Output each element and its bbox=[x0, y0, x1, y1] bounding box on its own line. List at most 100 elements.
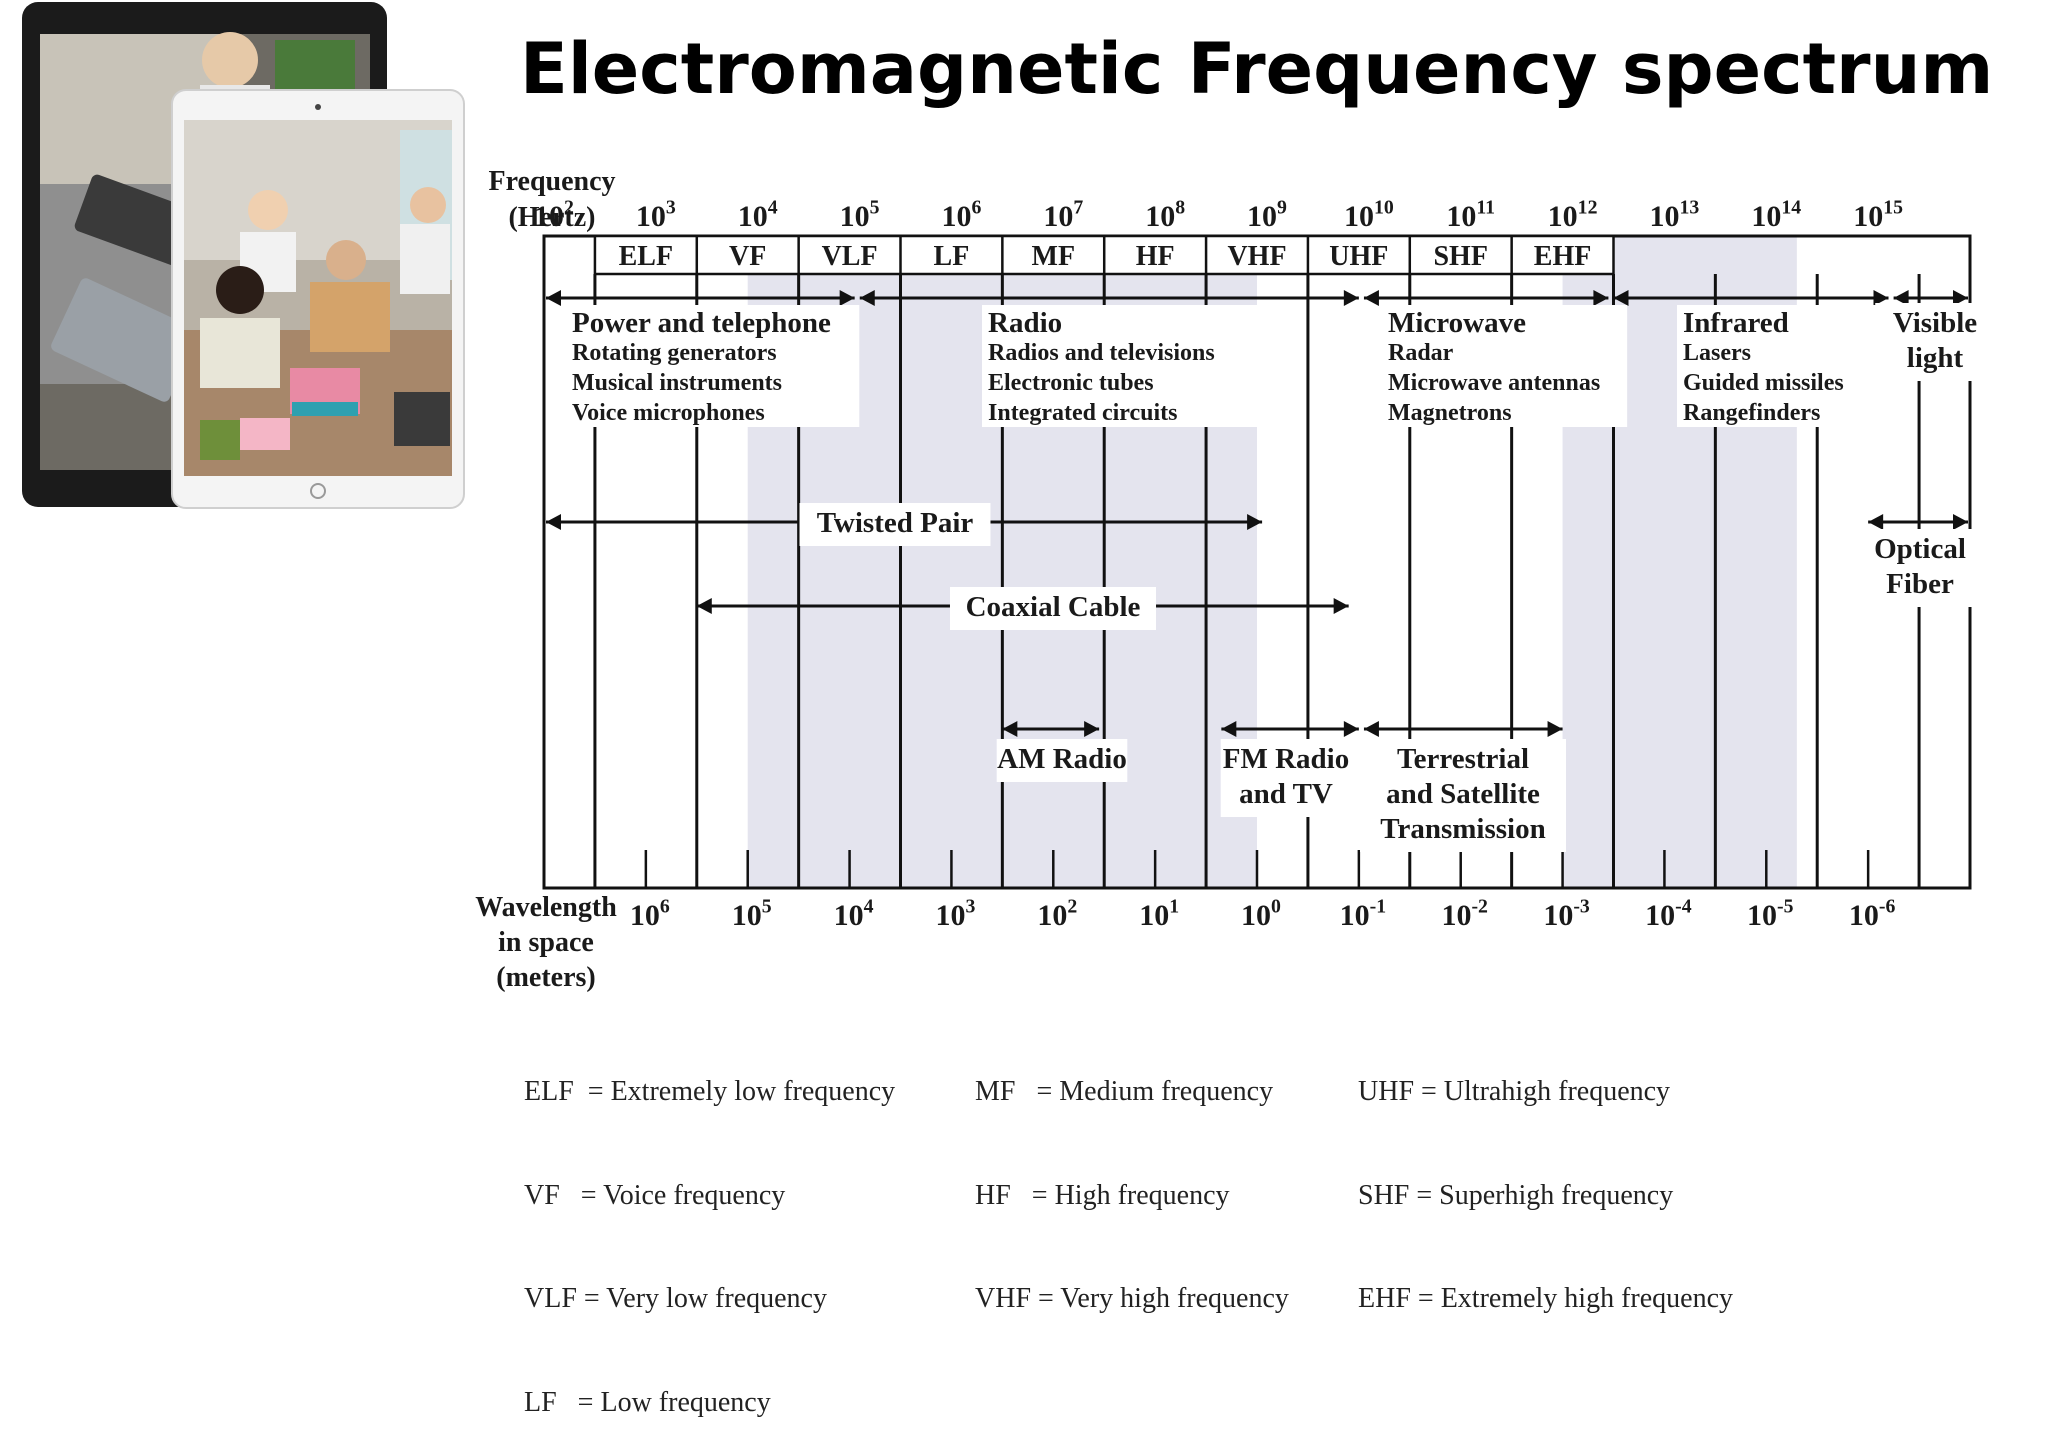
arrow-infrared-head-left bbox=[1613, 290, 1629, 306]
band-label-vf: VF bbox=[729, 241, 766, 272]
legend-col-1: ELF = Extremely low frequency VF = Voice… bbox=[524, 1006, 895, 1455]
arrow-terrestrial-satellite-head-left bbox=[1363, 721, 1379, 737]
arrow-coaxial-cable-head-right bbox=[1333, 598, 1349, 614]
arrow-coaxial-cable-head-left bbox=[696, 598, 712, 614]
region-3-backing bbox=[1677, 305, 1883, 427]
frequency-tick-label: 1010 bbox=[1344, 196, 1394, 233]
region-title: Power and telephone bbox=[572, 307, 831, 339]
region-item: Voice microphones bbox=[572, 400, 765, 426]
frequency-tick-label: 109 bbox=[1247, 196, 1287, 233]
wavelength-axis-title: (meters) bbox=[496, 962, 595, 993]
label-terrestrial-satellite-line: Terrestrial bbox=[1397, 743, 1529, 775]
label-am-radio-line: AM Radio bbox=[997, 743, 1127, 775]
frequency-tick-label: 1012 bbox=[1548, 196, 1598, 233]
wavelength-tick-label: 101 bbox=[1139, 895, 1179, 932]
label-terrestrial-satellite-line: and Satellite bbox=[1386, 778, 1540, 810]
legend-item: SHF = Superhigh frequency bbox=[1358, 1179, 1674, 1211]
frequency-tick-label: 105 bbox=[840, 196, 880, 233]
wavelength-tick-label: 10-1 bbox=[1340, 895, 1386, 932]
arrow-fm-radio-head-left bbox=[1221, 721, 1237, 737]
region-2-backing bbox=[1382, 305, 1628, 427]
label-twisted-pair-line: Twisted Pair bbox=[817, 507, 974, 539]
band-label-ehf: EHF bbox=[1534, 241, 1592, 272]
label-am-radio-backing bbox=[996, 739, 1128, 782]
region-item: Lasers bbox=[1683, 340, 1751, 366]
wavelength-tick-label: 104 bbox=[834, 895, 874, 932]
label-optical-fiber-line: Fiber bbox=[1886, 568, 1954, 600]
region-visible-backing bbox=[1875, 303, 1995, 381]
region-visible-line: Visible bbox=[1893, 307, 1977, 339]
arrow-terrestrial-satellite-head-right bbox=[1547, 721, 1563, 737]
frequency-tick-label: 107 bbox=[1043, 196, 1083, 233]
frequency-tick-label: 1014 bbox=[1751, 196, 1801, 233]
region-1-backing bbox=[982, 305, 1280, 427]
arrow-infrared-head-right bbox=[1873, 290, 1889, 306]
wavelength-tick-label: 100 bbox=[1241, 895, 1281, 932]
frequency-tick-label: 1015 bbox=[1853, 196, 1903, 233]
arrow-radio-head-right bbox=[1343, 290, 1359, 306]
frequency-tick-label: 102 bbox=[534, 196, 574, 233]
region-item: Rangefinders bbox=[1683, 400, 1820, 426]
region-visible-line: light bbox=[1907, 342, 1964, 374]
legend-item: EHF = Extremely high frequency bbox=[1358, 1283, 1734, 1314]
region-item: Radios and televisions bbox=[988, 340, 1215, 366]
band-label-hf: HF bbox=[1136, 241, 1175, 272]
wavelength-axis-title: Wavelength bbox=[475, 892, 617, 923]
frequency-axis-title: Frequency bbox=[488, 166, 615, 197]
arrow-radio-head-left bbox=[859, 290, 875, 306]
label-terrestrial-satellite-line: Transmission bbox=[1380, 813, 1545, 845]
legend-item: UHF = Ultrahigh frequency bbox=[1358, 1076, 1671, 1107]
frequency-tick-label: 108 bbox=[1145, 196, 1185, 233]
wavelength-tick-label: 10-3 bbox=[1543, 895, 1590, 932]
legend-col-2: MF = Medium frequency HF = High frequenc… bbox=[975, 1006, 1289, 1351]
legend-item: MF = Medium frequency bbox=[975, 1076, 1274, 1107]
band-label-elf: ELF bbox=[619, 241, 673, 272]
legend-item: VHF = Very high frequency bbox=[975, 1283, 1289, 1314]
arrow-am-radio-head-right bbox=[1084, 721, 1100, 737]
wavelength-tick-label: 102 bbox=[1037, 895, 1077, 932]
region-item: Musical instruments bbox=[572, 370, 782, 396]
wavelength-tick-label: 10-6 bbox=[1849, 895, 1896, 932]
arrow-microwave-head-right bbox=[1593, 290, 1609, 306]
wavelength-tick-label: 106 bbox=[630, 895, 670, 932]
label-optical-fiber-backing bbox=[1862, 529, 1978, 607]
wavelength-tick-label: 105 bbox=[732, 895, 772, 932]
label-coaxial-cable-backing bbox=[949, 587, 1157, 630]
region-0-backing bbox=[566, 305, 860, 427]
frequency-tick-label: 1011 bbox=[1446, 196, 1495, 233]
region-item: Microwave antennas bbox=[1388, 370, 1600, 396]
tablet-photo bbox=[0, 0, 470, 520]
region-item: Radar bbox=[1388, 340, 1454, 366]
label-optical-fiber-line: Optical bbox=[1874, 533, 1966, 565]
arrow-am-radio-head-left bbox=[1002, 721, 1018, 737]
region-item: Rotating generators bbox=[572, 340, 777, 366]
region-title: Microwave bbox=[1388, 307, 1526, 339]
arrow-optical-fiber-head-left bbox=[1868, 514, 1884, 530]
spectrum-diagram: 102 103 104 105 106 107 108 109 1010 1011 1012 1013… bbox=[475, 166, 1995, 993]
arrow-microwave-head-left bbox=[1363, 290, 1379, 306]
arrow-visible-head-left bbox=[1893, 290, 1909, 306]
legend-item: VF = Voice frequency bbox=[524, 1179, 786, 1211]
label-fm-radio-backing bbox=[1220, 739, 1352, 817]
wavelength-tick-label: 10-5 bbox=[1747, 895, 1794, 932]
region-item: Electronic tubes bbox=[988, 370, 1154, 396]
legend-item: HF = High frequency bbox=[975, 1179, 1230, 1211]
region-title: Radio bbox=[988, 307, 1062, 339]
wavelength-tick-label: 10-4 bbox=[1645, 895, 1692, 932]
arrow-power-telephone-head-right bbox=[839, 290, 855, 306]
frequency-tick-label: 1013 bbox=[1650, 196, 1700, 233]
band-label-lf: LF bbox=[934, 241, 970, 272]
arrow-fm-radio-head-right bbox=[1343, 721, 1359, 737]
label-terrestrial-satellite-backing bbox=[1359, 739, 1567, 852]
arrow-visible-head-right bbox=[1953, 290, 1968, 306]
legend-item: ELF = Extremely low frequency bbox=[524, 1076, 896, 1107]
frequency-tick-label: 104 bbox=[738, 196, 778, 233]
legend-item: VLF = Very low frequency bbox=[524, 1283, 827, 1314]
legend-col-3: UHF = Ultrahigh frequency SHF = Superhig… bbox=[1358, 1006, 1733, 1351]
band-label-vlf: VLF bbox=[822, 241, 878, 272]
frequency-tick-label: 106 bbox=[941, 196, 981, 233]
label-twisted-pair-backing bbox=[799, 503, 991, 546]
page-title: Electromagnetic Frequency spectrum bbox=[520, 28, 1994, 110]
band-label-shf: SHF bbox=[1433, 241, 1487, 272]
wavelength-tick-label: 103 bbox=[935, 895, 975, 932]
